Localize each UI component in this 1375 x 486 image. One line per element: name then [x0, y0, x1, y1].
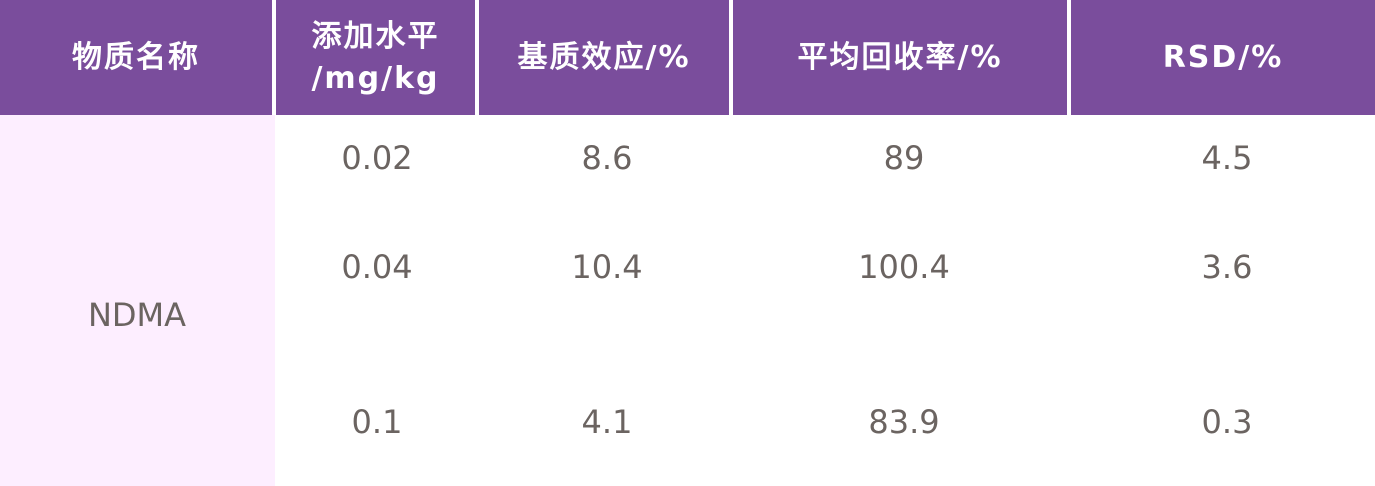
header-label: 物质名称: [72, 39, 200, 75]
header-label: 添加水平: [311, 18, 440, 54]
cell-rsd: 0.3: [1201, 403, 1253, 441]
header-cell-substance: 物质名称: [0, 0, 272, 115]
cell-recovery: 89: [883, 139, 925, 177]
header-cell-rsd: RSD/%: [1071, 0, 1375, 115]
cell-recovery: 83.9: [868, 403, 940, 441]
cell-rsd: 3.6: [1201, 248, 1253, 286]
header-label-unit: /mg/kg: [311, 60, 440, 96]
substance-column: [0, 115, 275, 486]
cell-matrix-effect: 10.4: [571, 248, 643, 286]
header-cell-spike-level: 添加水平 /mg/kg: [276, 0, 475, 115]
cell-spike-level: 0.04: [341, 248, 413, 286]
header-label: 基质效应/%: [517, 39, 691, 75]
cell-spike-level: 0.1: [351, 403, 403, 441]
cell-recovery: 100.4: [858, 248, 950, 286]
cell-matrix-effect: 4.1: [581, 403, 633, 441]
cell-matrix-effect: 8.6: [581, 139, 633, 177]
substance-name: NDMA: [87, 296, 187, 334]
header-label: 平均回收率/%: [797, 39, 1003, 75]
header-cell-matrix-effect: 基质效应/%: [479, 0, 729, 115]
header-cell-recovery: 平均回收率/%: [733, 0, 1067, 115]
cell-rsd: 4.5: [1201, 139, 1253, 177]
cell-spike-level: 0.02: [341, 139, 413, 177]
header-label: RSD/%: [1162, 39, 1284, 75]
